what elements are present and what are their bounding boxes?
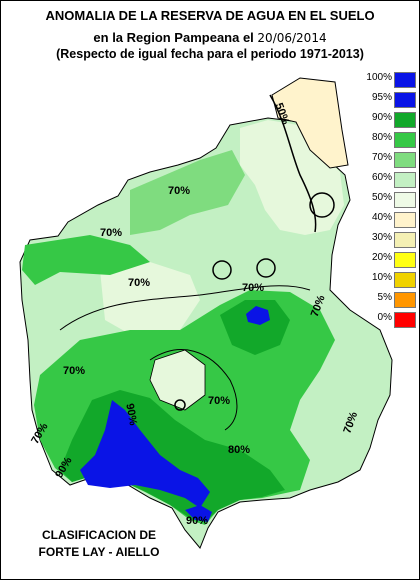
legend-swatch [394,132,416,148]
blue-zone-southwest [80,400,210,508]
legend-row: 0% [360,312,418,332]
legend-label: 95% [371,92,392,103]
pale-zone-west [100,262,200,340]
credit-line-2: FORTE LAY - AIELLO [38,545,160,559]
legend-swatch [394,152,416,168]
map-title-line-2: en la Region Pampeana el 20/06/2014 [0,30,420,45]
band-70-west [22,235,150,285]
contour-label-70: 70% [100,227,122,239]
legend-label: 10% [371,272,392,283]
contour-line-70-central [59,285,311,331]
cream-zone-northeast [271,77,349,169]
legend-row: 30% [360,232,418,252]
contour-line-70-south [149,349,238,431]
legend-row: 10% [360,272,418,292]
legend-swatch [394,112,416,128]
contour-label-70: 70% [242,282,264,294]
contour-label-80: 80% [228,444,250,456]
contour-ring-1 [212,260,232,280]
legend-label: 20% [371,252,392,263]
contour-ring-3 [309,192,335,218]
legend-label: 5% [377,292,392,303]
legend-swatch [394,92,416,108]
contour-label-70: 70% [208,395,230,407]
legend-row: 95% [360,92,418,112]
legend-swatch [394,252,416,268]
map-title-line-1: ANOMALIA DE LA RESERVA DE AGUA EN EL SUE… [45,8,375,23]
band-70-north [130,150,245,235]
legend-label: 0% [377,312,392,323]
contour-label-90: 90% [186,515,208,527]
legend-swatch [394,272,416,288]
legend-swatch [394,172,416,188]
contour-label-70: 70% [63,365,85,377]
legend-row: 90% [360,112,418,132]
contour-ring-4 [174,399,186,411]
legend-row: 70% [360,152,418,172]
title-region-text: en la Region Pampeana el [93,30,254,45]
legend-label: 30% [371,232,392,243]
legend-swatch [394,312,416,328]
legend-row: 20% [360,252,418,272]
map-title-line-3: (Respecto de igual fecha para el periodo… [56,47,364,61]
title-date: 20/06/2014 [257,31,327,45]
credit-line-1: CLASIFICACION DE [42,528,156,542]
legend-label: 50% [371,192,392,203]
blue-zone-center [246,306,270,325]
contour-ring-2 [256,258,276,278]
legend-label: 90% [371,112,392,123]
legend-swatch [394,72,416,88]
legend-label: 40% [371,212,392,223]
legend-swatch [394,192,416,208]
pale-patch-south-center [149,349,206,411]
contour-line-50 [269,94,317,233]
legend-label: 100% [366,72,392,83]
legend-row: 40% [360,212,418,232]
legend-row: 50% [360,192,418,212]
band-90-center [220,300,290,355]
contour-label-70: 70% [128,277,150,289]
legend-row: 60% [360,172,418,192]
legend-label: 60% [371,172,392,183]
legend-swatch [394,292,416,308]
legend-row: 100% [360,72,418,92]
legend-label: 70% [371,152,392,163]
legend-swatch [394,232,416,248]
pale-zone-north [240,120,344,235]
blue-zone-south-tip [185,505,212,522]
legend-label: 80% [371,132,392,143]
legend-row: 5% [360,292,418,312]
legend-swatch [394,212,416,228]
legend-row: 80% [360,132,418,152]
contour-label-70: 70% [168,185,190,197]
contour-label-90: 90% [123,403,139,427]
